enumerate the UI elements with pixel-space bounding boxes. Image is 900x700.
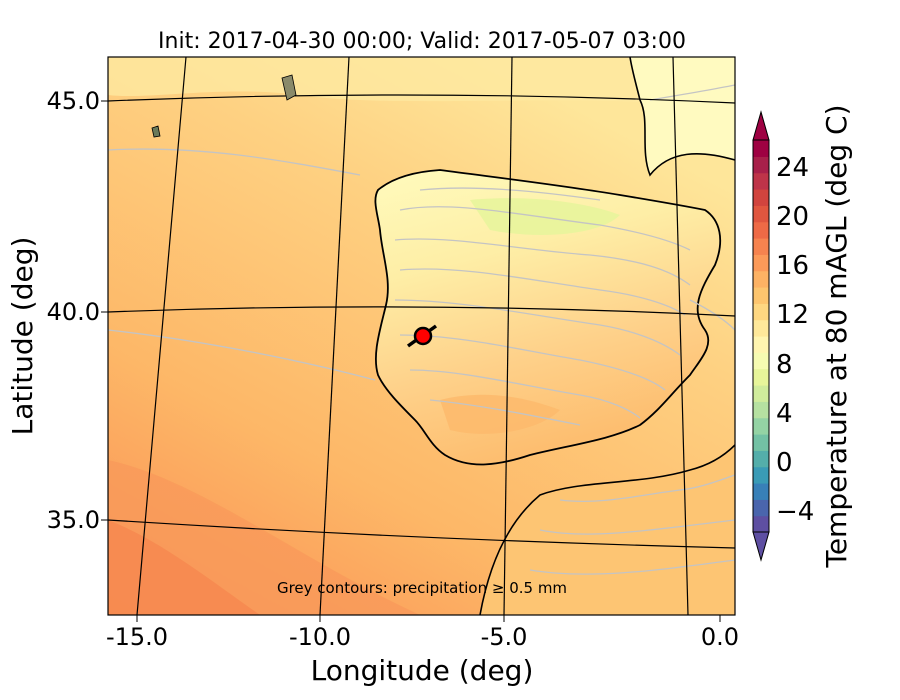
x-tick-label: -5.0 [481, 623, 528, 651]
map-title: Init: 2017-04-30 00:00; Valid: 2017-05-0… [158, 29, 686, 54]
africa-coastline [479, 444, 735, 615]
x-tick-label: -10.0 [289, 623, 351, 651]
france-land [630, 57, 735, 175]
colorbar-label: Temperature at 80 mAGL (deg C) [820, 104, 853, 568]
colorbar-tick: 24 [776, 153, 809, 183]
y-axis: 45.0 40.0 35.0 Latitude (deg) [6, 87, 108, 534]
colorbar-band [753, 352, 769, 370]
map-frame [107, 56, 736, 616]
colorbar-band [753, 319, 769, 337]
cool-plateau-patch [470, 198, 620, 235]
colorbar-band [753, 221, 769, 239]
precipitation-contours [108, 84, 735, 575]
precip-annotation: Grey contours: precipitation ≥ 0.5 mm [277, 579, 567, 597]
y-tick-label: 35.0 [47, 506, 100, 534]
colorbar-band [753, 450, 769, 468]
location-marker [413, 326, 433, 346]
colorbar-band [753, 156, 769, 174]
colorbar-high-extend [752, 110, 770, 141]
colorbar-band [753, 140, 769, 157]
colorbar-frame [752, 139, 770, 533]
colorbar-band [753, 172, 769, 190]
x-axis: -15.0 -10.0 -5.0 0.0 Longitude (deg) [106, 615, 739, 687]
colorbar: 24 20 16 12 8 4 0 −4 Temperature at 80 m… [752, 104, 853, 569]
island-shape [151, 125, 161, 138]
y-axis-label: Latitude (deg) [6, 237, 39, 436]
colorbar-band [753, 466, 769, 484]
colorbar-tick: 12 [776, 300, 809, 330]
colorbar-band [753, 303, 769, 321]
island-shape [281, 74, 297, 101]
colorbar-band [753, 499, 769, 517]
warm-sea-band-2 [108, 520, 260, 615]
colorbar-band [753, 189, 769, 206]
colorbar-bands [753, 140, 769, 533]
colorbar-band [753, 417, 769, 435]
iberia-coastline [374, 169, 722, 466]
france-coastline [629, 57, 735, 177]
colorbar-band [753, 515, 769, 533]
colorbar-tick: 0 [776, 448, 793, 478]
colorbar-tick: 16 [776, 251, 809, 281]
x-tick-label: 0.0 [701, 623, 739, 651]
colorbar-band [753, 205, 769, 223]
colorbar-band [753, 483, 769, 500]
graticule [108, 57, 735, 615]
colorbar-band [753, 254, 769, 272]
colorbar-band [753, 336, 769, 353]
map-panel: Grey contours: precipitation ≥ 0.5 mm [108, 57, 735, 615]
y-tick-label: 45.0 [47, 87, 100, 115]
colorbar-band [753, 368, 769, 386]
colorbar-band [753, 401, 769, 419]
colorbar-band [753, 434, 769, 451]
colorbar-tick: 4 [776, 399, 793, 429]
colorbar-tick: 20 [776, 202, 809, 232]
colorbar-low-extend [752, 531, 770, 562]
colorbar-band [753, 238, 769, 255]
colorbar-band [753, 287, 769, 304]
colorbar-tick: 8 [776, 350, 793, 380]
colorbar-band [753, 270, 769, 288]
y-tick-label: 40.0 [47, 298, 100, 326]
x-tick-label: -15.0 [106, 623, 168, 651]
x-axis-label: Longitude (deg) [311, 654, 534, 687]
colorbar-band [753, 385, 769, 402]
colorbar-tick: −4 [776, 497, 814, 527]
